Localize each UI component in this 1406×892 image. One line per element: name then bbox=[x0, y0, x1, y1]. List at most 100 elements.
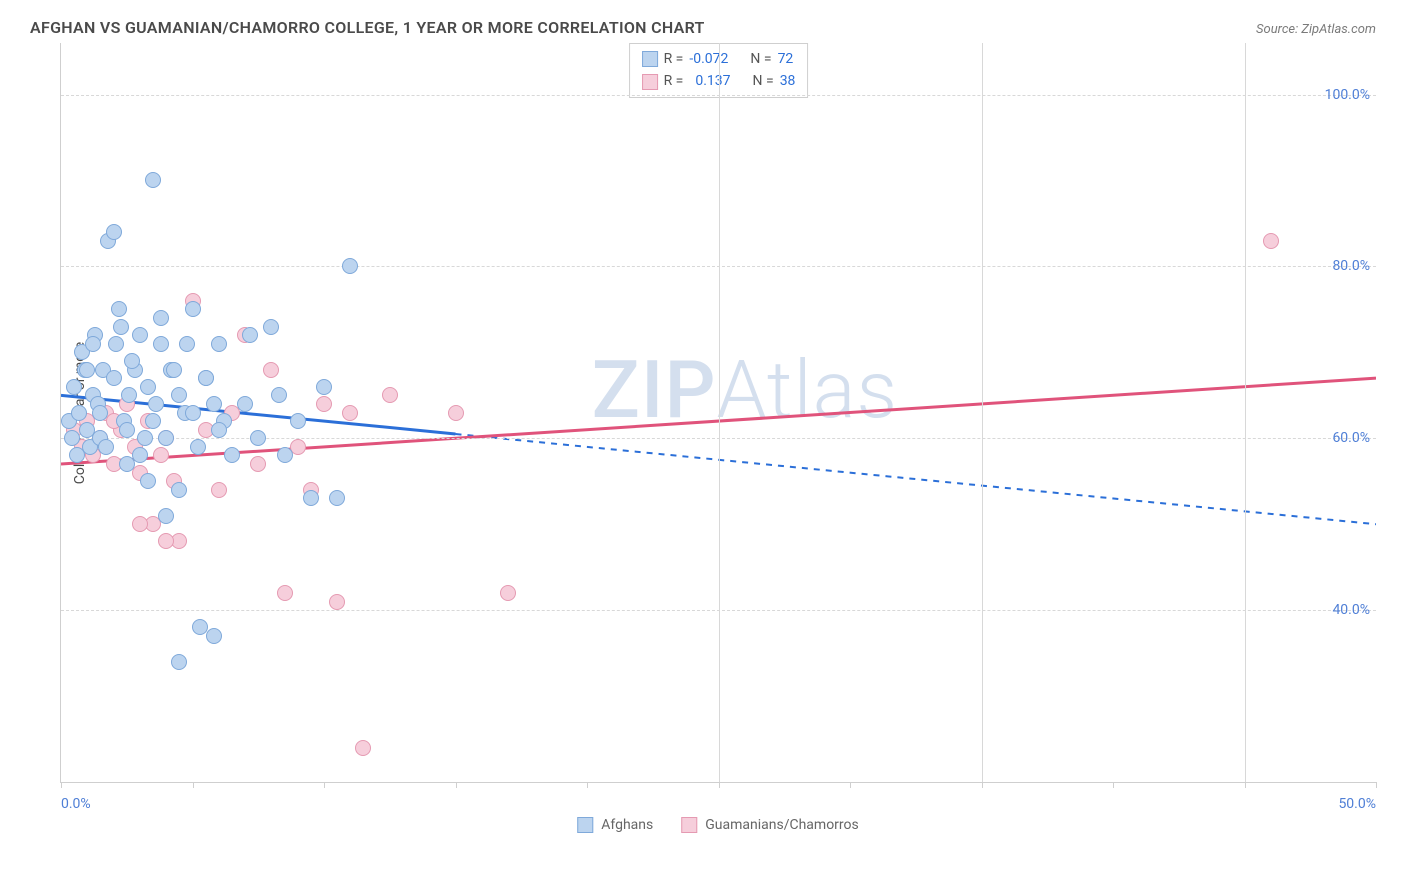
gridline-v bbox=[1245, 43, 1246, 782]
scatter-point-afghans bbox=[121, 387, 137, 403]
scatter-point-afghans bbox=[132, 447, 148, 463]
x-min-label: 0.0% bbox=[61, 796, 91, 812]
scatter-point-afghans bbox=[124, 353, 140, 369]
scatter-point-afghans bbox=[171, 654, 187, 670]
x-tick bbox=[193, 782, 194, 788]
scatter-point-afghans bbox=[145, 172, 161, 188]
scatter-point-afghans bbox=[179, 336, 195, 352]
scatter-point-afghans bbox=[113, 319, 129, 335]
x-tick bbox=[587, 782, 588, 788]
scatter-point-afghans bbox=[137, 430, 153, 446]
scatter-point-afghans bbox=[290, 413, 306, 429]
x-tick bbox=[61, 782, 62, 788]
scatter-point-afghans bbox=[171, 387, 187, 403]
scatter-point-guamanians bbox=[448, 405, 464, 421]
n-value-b: 38 bbox=[780, 70, 796, 92]
scatter-point-afghans bbox=[140, 473, 156, 489]
legend-item: Guamanians/Chamorros bbox=[681, 817, 859, 833]
scatter-point-afghans bbox=[132, 327, 148, 343]
scatter-point-afghans bbox=[303, 490, 319, 506]
y-tick-label: 60.0% bbox=[1332, 430, 1370, 446]
scatter-point-afghans bbox=[237, 396, 253, 412]
x-tick bbox=[456, 782, 457, 788]
scatter-point-afghans bbox=[198, 370, 214, 386]
scatter-point-afghans bbox=[106, 224, 122, 240]
n-value-a: 72 bbox=[778, 48, 794, 70]
scatter-point-afghans bbox=[224, 447, 240, 463]
scatter-point-afghans bbox=[153, 336, 169, 352]
x-tick bbox=[324, 782, 325, 788]
scatter-point-afghans bbox=[158, 508, 174, 524]
scatter-point-afghans bbox=[140, 379, 156, 395]
y-tick-label: 100.0% bbox=[1325, 87, 1370, 103]
scatter-point-guamanians bbox=[263, 362, 279, 378]
y-tick-label: 40.0% bbox=[1332, 602, 1370, 618]
scatter-point-afghans bbox=[79, 362, 95, 378]
scatter-point-afghans bbox=[250, 430, 266, 446]
legend-label: Guamanians/Chamorros bbox=[705, 817, 859, 833]
scatter-point-guamanians bbox=[132, 516, 148, 532]
scatter-point-afghans bbox=[111, 301, 127, 317]
gridline-v bbox=[719, 43, 720, 782]
legend-swatch bbox=[577, 817, 593, 833]
scatter-point-guamanians bbox=[329, 594, 345, 610]
scatter-point-guamanians bbox=[342, 405, 358, 421]
plot-area: College, 1 year or more ZIPAtlas R = -0.… bbox=[60, 43, 1376, 783]
scatter-point-afghans bbox=[271, 387, 287, 403]
scatter-point-afghans bbox=[158, 430, 174, 446]
scatter-point-afghans bbox=[263, 319, 279, 335]
scatter-point-afghans bbox=[92, 405, 108, 421]
r-label: R = bbox=[664, 48, 684, 70]
legend-item: Afghans bbox=[577, 817, 653, 833]
x-max-label: 50.0% bbox=[1338, 796, 1376, 812]
scatter-point-guamanians bbox=[500, 585, 516, 601]
scatter-point-afghans bbox=[316, 379, 332, 395]
n-label: N = bbox=[753, 70, 774, 92]
scatter-point-afghans bbox=[108, 336, 124, 352]
x-tick bbox=[1376, 782, 1377, 788]
x-tick bbox=[1245, 782, 1246, 788]
scatter-point-afghans bbox=[211, 336, 227, 352]
scatter-point-afghans bbox=[64, 430, 80, 446]
scatter-point-afghans bbox=[166, 362, 182, 378]
y-tick-label: 80.0% bbox=[1332, 258, 1370, 274]
scatter-point-guamanians bbox=[355, 740, 371, 756]
scatter-point-afghans bbox=[206, 628, 222, 644]
scatter-point-afghans bbox=[66, 379, 82, 395]
scatter-point-afghans bbox=[206, 396, 222, 412]
scatter-point-guamanians bbox=[316, 396, 332, 412]
scatter-point-afghans bbox=[119, 422, 135, 438]
r-value-b: 0.137 bbox=[689, 70, 730, 92]
scatter-point-afghans bbox=[190, 439, 206, 455]
scatter-point-afghans bbox=[145, 413, 161, 429]
scatter-point-afghans bbox=[85, 336, 101, 352]
legend-swatch bbox=[681, 817, 697, 833]
x-tick bbox=[850, 782, 851, 788]
gridline-v bbox=[982, 43, 983, 782]
scatter-point-afghans bbox=[153, 310, 169, 326]
x-tick bbox=[719, 782, 720, 788]
series-legend: Afghans Guamanians/Chamorros bbox=[577, 817, 859, 833]
scatter-point-afghans bbox=[185, 405, 201, 421]
scatter-point-guamanians bbox=[211, 482, 227, 498]
scatter-point-guamanians bbox=[250, 456, 266, 472]
swatch-guamanians bbox=[642, 74, 658, 90]
source-label: Source: ZipAtlas.com bbox=[1256, 22, 1376, 37]
scatter-point-afghans bbox=[342, 258, 358, 274]
scatter-point-afghans bbox=[329, 490, 345, 506]
scatter-point-afghans bbox=[211, 422, 227, 438]
chart-title: AFGHAN VS GUAMANIAN/CHAMORRO COLLEGE, 1 … bbox=[30, 18, 705, 37]
scatter-point-afghans bbox=[106, 370, 122, 386]
legend-label: Afghans bbox=[601, 817, 653, 833]
r-value-a: -0.072 bbox=[689, 48, 728, 70]
scatter-point-afghans bbox=[171, 482, 187, 498]
scatter-point-guamanians bbox=[382, 387, 398, 403]
scatter-point-afghans bbox=[242, 327, 258, 343]
swatch-afghans bbox=[642, 51, 658, 67]
scatter-point-afghans bbox=[71, 405, 87, 421]
watermark: ZIPAtlas bbox=[592, 343, 898, 437]
x-tick bbox=[982, 782, 983, 788]
chart-container: College, 1 year or more ZIPAtlas R = -0.… bbox=[60, 43, 1376, 833]
n-label: N = bbox=[750, 48, 771, 70]
scatter-point-guamanians bbox=[1263, 233, 1279, 249]
